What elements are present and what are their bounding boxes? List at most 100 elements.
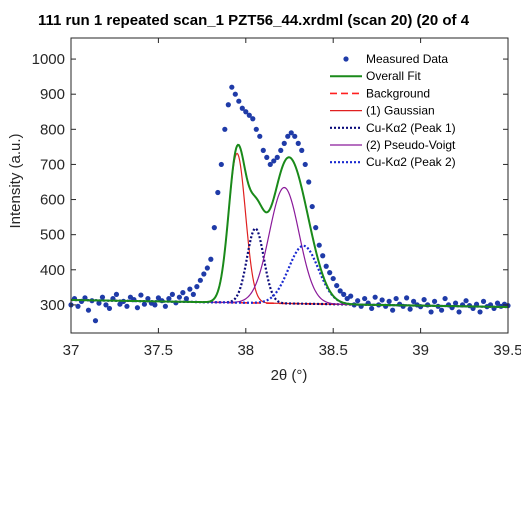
x-axis-label: 2θ (°) [271, 367, 308, 384]
data-point [404, 295, 410, 301]
data-point [281, 140, 287, 146]
data-point [313, 225, 319, 231]
data-point [232, 91, 238, 97]
data-point [225, 102, 231, 108]
data-point [134, 305, 141, 311]
data-point [480, 298, 487, 304]
data-point [155, 295, 161, 301]
y-tick-label: 500 [40, 227, 65, 244]
data-point [393, 295, 399, 302]
data-point [285, 133, 291, 139]
legend-label: Cu-Kα2 (Peak 1) [366, 121, 456, 135]
plot-area: 37 37.5 38 38.5 39 39.5 300 400 500 600 700 800 900 1… [32, 37, 521, 359]
data-point [278, 147, 284, 153]
legend-entry: Overall Fit [330, 69, 421, 83]
legend-label: (1) Gaussian [366, 104, 435, 118]
data-point [271, 158, 277, 164]
legend-entry: (2) Pseudo-Voigt [330, 138, 456, 152]
data-point [253, 126, 259, 132]
y-tick-label: 400 [40, 262, 65, 279]
legend-entry: Cu-Kα2 (Peak 2) [330, 155, 456, 169]
data-point [236, 98, 242, 104]
data-point [438, 307, 445, 313]
data-point [341, 291, 347, 297]
data-point [201, 271, 207, 277]
data-point [306, 179, 312, 185]
y-tick-label: 1000 [32, 51, 65, 68]
data-point [124, 303, 130, 309]
data-point [145, 295, 151, 302]
data-point [180, 290, 186, 296]
data-point [141, 301, 148, 307]
y-tick-label: 900 [40, 86, 65, 103]
data-point [169, 291, 175, 297]
data-point [260, 147, 266, 153]
data-point [348, 293, 354, 299]
data-point [106, 305, 113, 312]
data-point [477, 309, 483, 315]
y-tick-label: 700 [40, 156, 65, 173]
data-point [197, 277, 203, 283]
data-point [117, 301, 123, 307]
data-point [288, 130, 294, 136]
data-point [316, 242, 322, 248]
data-point [299, 147, 305, 153]
y-axis-label: Intensity (a.u.) [7, 133, 24, 228]
plot-background [71, 38, 508, 333]
data-point [176, 294, 182, 300]
data-point [386, 298, 392, 304]
legend-label: Overall Fit [366, 69, 421, 83]
data-point [218, 161, 224, 168]
data-point [99, 294, 106, 300]
data-point [327, 270, 333, 276]
data-point [456, 309, 462, 315]
y-tick-label: 600 [40, 192, 65, 209]
data-point [274, 154, 280, 160]
data-point [183, 295, 189, 302]
legend-label: Background [366, 86, 430, 100]
data-point [320, 253, 326, 259]
data-point [292, 133, 298, 139]
data-point [204, 265, 210, 271]
data-point [355, 298, 361, 304]
data-point [243, 109, 249, 115]
data-point [208, 256, 214, 262]
x-tick-label: 38.5 [319, 342, 348, 359]
x-tick-label: 39.5 [493, 342, 521, 359]
data-point [452, 300, 459, 306]
data-point [379, 297, 385, 303]
legend-label: (2) Pseudo-Voigt [366, 138, 456, 152]
legend-label: Measured Data [366, 52, 448, 66]
y-tick-label: 800 [40, 121, 65, 138]
data-point [222, 126, 228, 132]
legend-entry: Measured Data [343, 52, 448, 66]
legend: Measured Data Overall Fit Background (1) Ga… [330, 52, 456, 169]
chart-title: 111 run 1 repeated scan_1 PZT56_44.xrdml… [38, 12, 470, 29]
data-point [362, 295, 368, 302]
measured-data-markers [68, 84, 511, 324]
data-point [330, 275, 336, 282]
data-point [229, 84, 235, 90]
data-point [113, 291, 120, 297]
data-point [215, 189, 221, 196]
data-point [75, 303, 81, 309]
data-point [239, 105, 245, 111]
data-point [407, 306, 413, 312]
data-point [494, 300, 501, 306]
data-point [166, 295, 172, 302]
x-tick-label: 39 [412, 342, 429, 359]
data-point [428, 309, 434, 315]
x-tick-label: 38 [237, 342, 254, 359]
data-point [250, 116, 256, 122]
data-point [302, 161, 308, 168]
data-point [309, 203, 315, 210]
y-tick-label: 300 [40, 297, 65, 314]
data-point [369, 305, 375, 312]
data-point [257, 133, 263, 139]
data-point [372, 294, 378, 300]
axes-frame [70, 37, 509, 334]
data-point [334, 282, 340, 289]
data-point [211, 225, 217, 231]
data-point [246, 112, 252, 118]
data-point [323, 263, 329, 269]
